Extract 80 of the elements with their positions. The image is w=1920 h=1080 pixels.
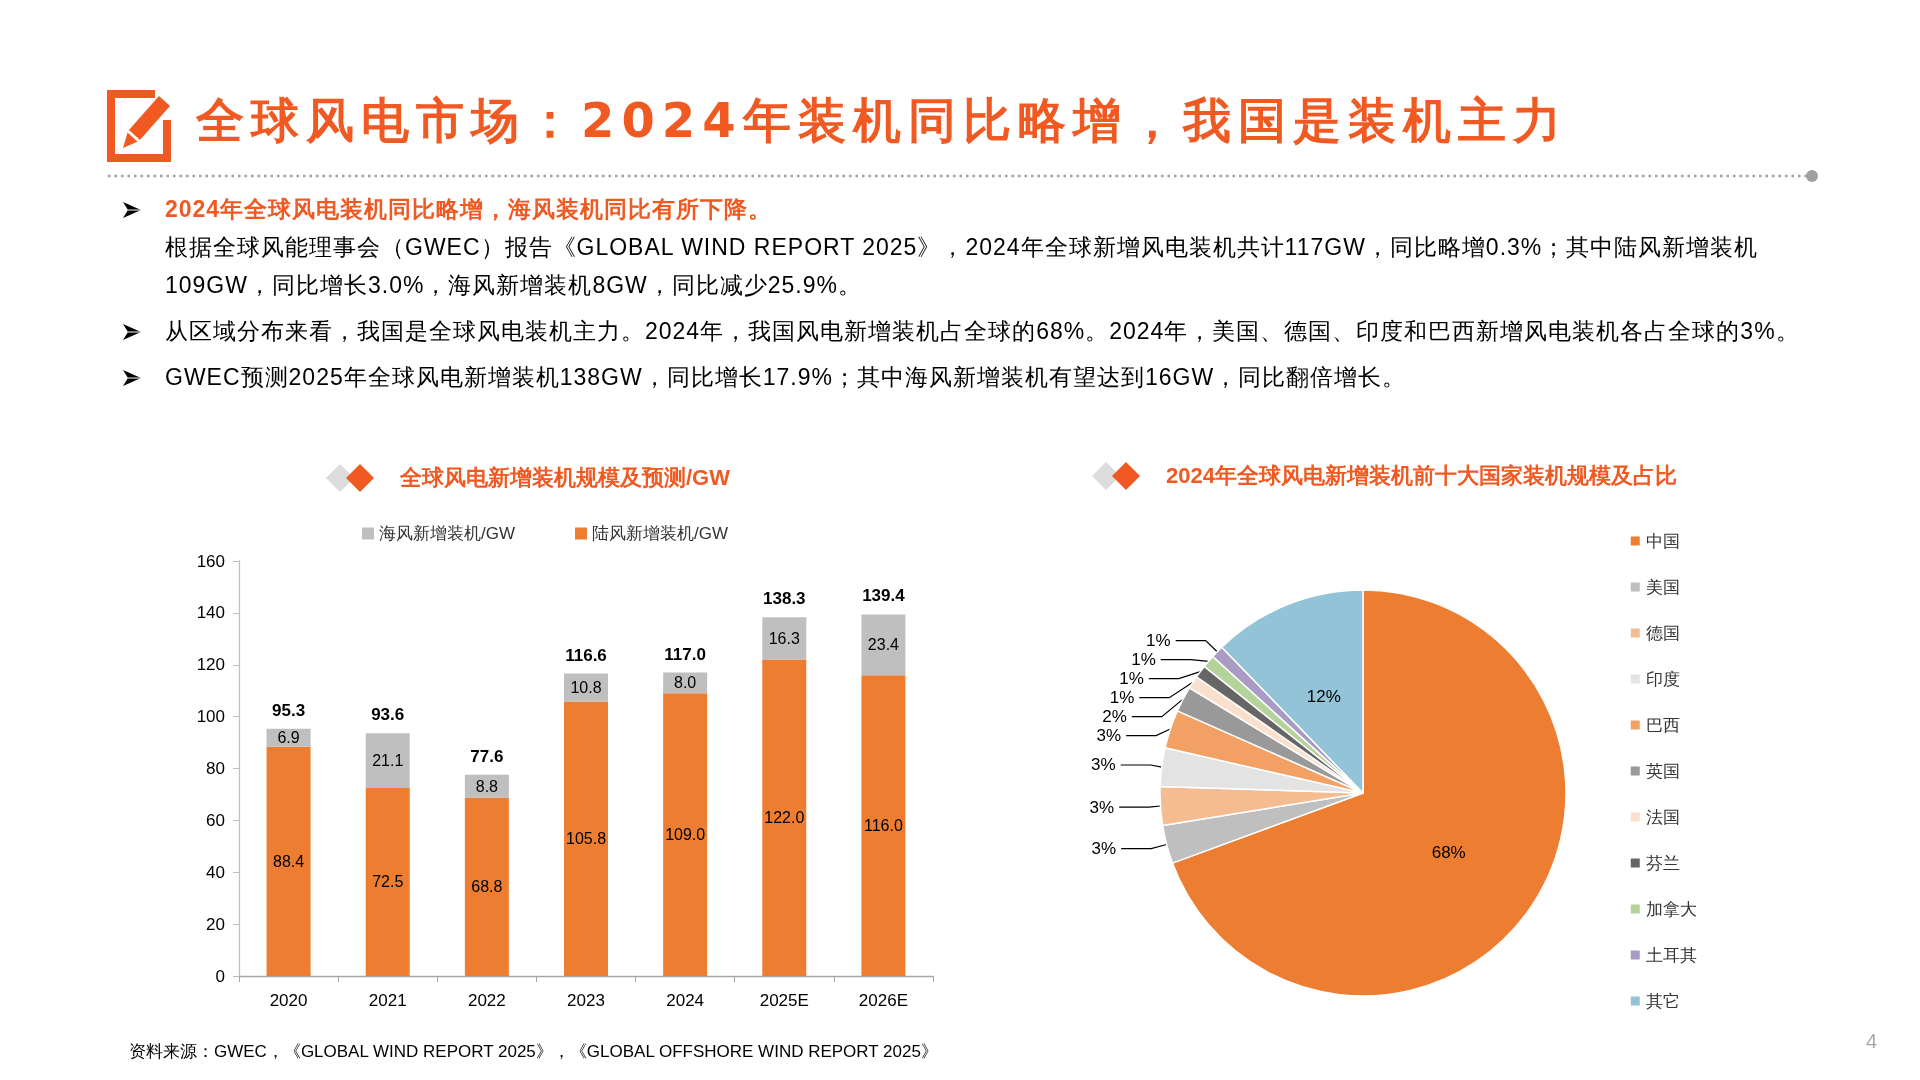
data-label: 88.4	[273, 852, 305, 870]
legend-label: 其它	[1645, 991, 1680, 1011]
data-label: 3%	[1096, 726, 1122, 746]
total-label: 77.6	[470, 746, 504, 766]
data-label: 8.0	[674, 674, 697, 692]
legend-label: 海风新增装机/GW	[379, 524, 516, 543]
text: 4	[1866, 1029, 1878, 1054]
y-tick-label: 80	[206, 759, 225, 778]
y-tick-label: 60	[206, 810, 225, 830]
data-label: 105.8	[565, 830, 607, 848]
x-tick-label: 2020	[269, 991, 308, 1010]
legend-label: 印度	[1645, 669, 1680, 689]
legend-label: 美国	[1645, 577, 1680, 597]
text: 从区域分布来看，我国是全球风电装机主力。2024年，我国风电新增装机占全球的68%。2024年，美国、德国、印度和巴西新增风电装机各占全球的3%。	[165, 318, 1800, 344]
data-label: 6.9	[277, 729, 300, 747]
legend-label: 德国	[1645, 623, 1680, 643]
data-label: 68.8	[471, 878, 503, 896]
data-label: 122.0	[764, 809, 805, 827]
chart-title: 全球风电新增装机规模及预测/GW	[400, 464, 730, 492]
y-tick-label: 100	[196, 707, 225, 727]
x-tick-label: 2022	[467, 991, 506, 1010]
data-label: 1%	[1119, 669, 1144, 689]
data-label: 116.0	[864, 817, 903, 835]
bar	[663, 693, 708, 976]
legend-label: 英国	[1645, 761, 1680, 781]
total-label: 93.6	[371, 705, 405, 725]
data-label: 1%	[1109, 688, 1135, 708]
data-label: 23.4	[867, 636, 900, 654]
legend-label: 巴西	[1645, 715, 1680, 735]
bar	[762, 659, 807, 976]
x-tick-label: 2021	[368, 991, 407, 1010]
total-label: 117.0	[664, 644, 706, 664]
text: 根据全球风能理事会（GWEC）报告《GLOBAL WIND REPORT 2025》，2024年全球新增风电装机共计117GW，同比略增0.3%；其中陆风新增装机109GW，同比增长3.0%，海风新增装机8GW，同比减少25.9%。	[165, 234, 1759, 298]
bar	[762, 617, 807, 660]
data-label: 109.0	[665, 826, 706, 844]
y-tick-label: 0	[215, 966, 225, 986]
legend-label: 芬兰	[1645, 853, 1680, 873]
y-tick-label: 120	[196, 655, 225, 675]
data-label: 8.8	[475, 777, 499, 795]
total-label: 95.3	[272, 700, 306, 720]
bar	[564, 701, 608, 976]
data-label: 21.1	[372, 752, 404, 770]
text: 全球风电市场：2024年装机同比略增，我国是装机主力	[196, 91, 1568, 150]
data-label: 2%	[1102, 707, 1127, 727]
x-tick-label: 2023	[567, 991, 605, 1010]
bar	[861, 675, 906, 976]
text: GWEC预测2025年全球风电新增装机138GW，同比增长17.9%；其中海风新增装机有望达到16GW，同比翻倍增长。	[165, 364, 1407, 390]
total-label: 116.6	[565, 645, 607, 665]
data-label: 72.5	[372, 873, 404, 891]
data-label: 16.3	[768, 629, 800, 647]
chart-title: 2024年全球风电新增装机前十大国家装机规模及占比	[1166, 462, 1677, 490]
data-label: 1%	[1146, 631, 1171, 651]
legend-label: 加拿大	[1645, 899, 1697, 919]
data-label: 3%	[1091, 755, 1116, 775]
y-tick-label: 20	[206, 914, 225, 934]
bar	[365, 733, 410, 788]
x-tick-label: 2025E	[759, 991, 809, 1010]
total-label: 139.4	[862, 586, 906, 606]
y-tick-label: 140	[196, 603, 225, 623]
total-label: 138.3	[763, 589, 806, 609]
text: 资料来源：GWEC，《GLOBAL WIND REPORT 2025》，《GLOBAL OFFSHORE WIND REPORT 2025》	[129, 1041, 938, 1063]
bar	[464, 797, 509, 976]
legend-label: 陆风新增装机/GW	[592, 524, 728, 543]
legend-label: 土耳其	[1645, 945, 1697, 965]
x-tick-label: 2026E	[858, 991, 909, 1010]
data-label: 1%	[1131, 650, 1156, 670]
bar	[861, 614, 906, 676]
legend-label: 中国	[1645, 531, 1680, 551]
y-tick-label: 40	[206, 862, 225, 882]
bar	[266, 746, 311, 976]
legend-label: 法国	[1645, 807, 1680, 827]
data-label: 10.8	[570, 679, 602, 697]
bar	[365, 787, 410, 976]
data-label: 12%	[1306, 686, 1341, 706]
data-label: 3%	[1089, 797, 1115, 817]
y-tick-label: 160	[196, 551, 225, 571]
data-label: 3%	[1091, 839, 1117, 859]
x-tick-label: 2024	[666, 991, 705, 1010]
data-label: 68%	[1431, 843, 1466, 863]
text: 2024年全球风电装机同比略增，海风装机同比有所下降。	[165, 196, 773, 222]
